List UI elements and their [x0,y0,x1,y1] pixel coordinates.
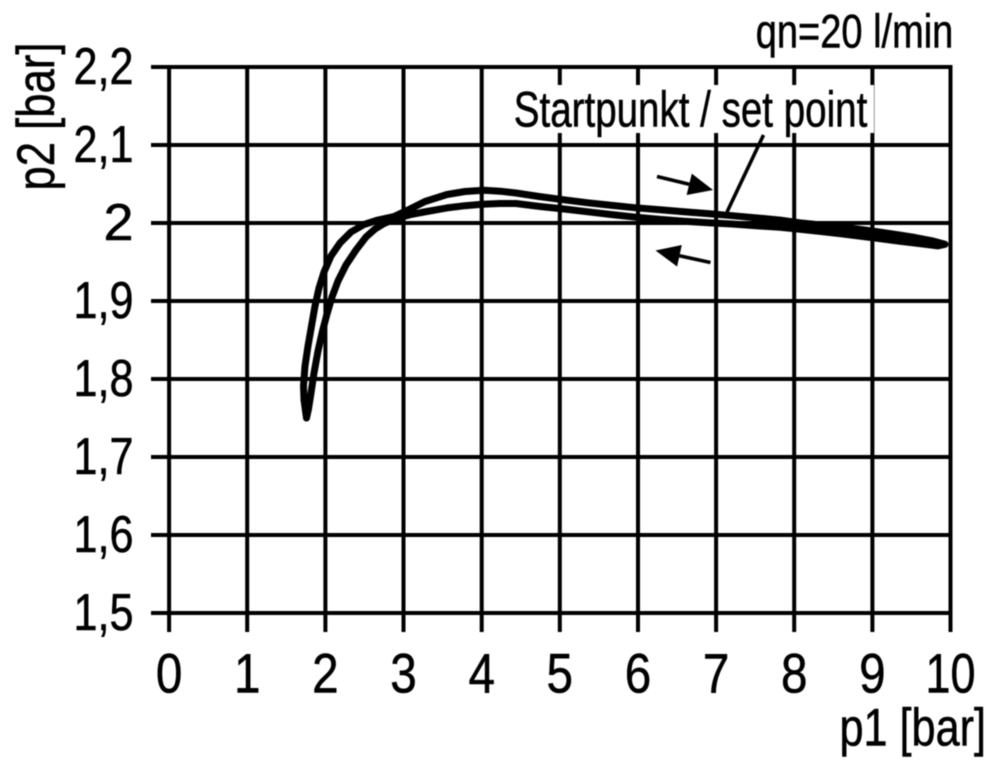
svg-text:p1 [bar]: p1 [bar] [840,699,987,758]
svg-text:3: 3 [390,641,417,704]
svg-text:qn=20 l/min: qn=20 l/min [756,4,954,57]
svg-text:1,6: 1,6 [74,506,134,564]
svg-text:0: 0 [156,641,183,704]
svg-text:10: 10 [926,641,976,704]
svg-text:2,1: 2,1 [74,116,134,174]
svg-text:4: 4 [468,641,495,704]
svg-text:6: 6 [625,641,652,704]
svg-text:7: 7 [703,641,730,704]
svg-text:1,9: 1,9 [74,272,134,330]
svg-text:1,5: 1,5 [74,584,134,642]
svg-text:p2 [bar]: p2 [bar] [7,43,66,191]
svg-text:1: 1 [234,641,261,704]
svg-text:1,7: 1,7 [74,428,134,486]
svg-text:Startpunkt / set point: Startpunkt / set point [514,80,868,137]
svg-text:8: 8 [781,641,808,704]
svg-text:1,8: 1,8 [74,350,134,408]
svg-text:2: 2 [312,641,339,704]
svg-text:5: 5 [547,641,574,704]
svg-text:2,2: 2,2 [74,38,134,96]
svg-text:2: 2 [104,194,134,252]
svg-text:9: 9 [859,641,886,704]
